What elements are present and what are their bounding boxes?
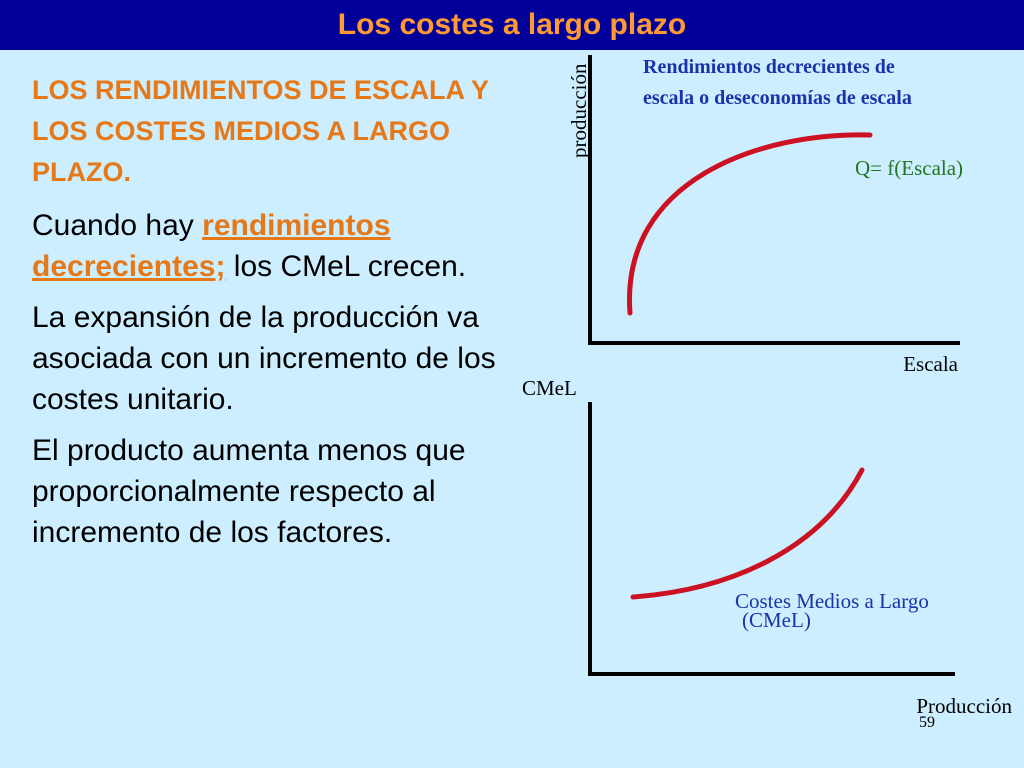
- slide-number: 59: [919, 714, 935, 731]
- paragraph-1-start: Cuando hay: [32, 209, 203, 242]
- top-y-axis-label: producción: [567, 63, 591, 158]
- bottom-x-axis-label: Producción: [916, 694, 1012, 718]
- top-title-line1: Rendimientos decrecientes de: [643, 56, 895, 78]
- top-diagram: producción Escala Rendimientos decrecien…: [567, 55, 963, 376]
- paragraph-2: La expansión de la producción va asociad…: [32, 301, 496, 416]
- paragraph-3: El producto aumenta menos que proporcion…: [32, 434, 466, 549]
- top-title-line2: escala o deseconomías de escala: [643, 87, 912, 109]
- top-curve-label: Q= f(Escala): [855, 156, 963, 180]
- paragraph-1: Cuando hay rendimientos decrecientes; lo…: [32, 205, 502, 287]
- slide-title: Los costes a largo plazo: [337, 8, 687, 41]
- section-heading: LOS RENDIMIENTOS DE ESCALA Y LOS COSTES …: [32, 75, 489, 187]
- bottom-diagram: CMeL Producción Costes Medios a Largo (C…: [522, 376, 1012, 718]
- bottom-curve-label-line1: Costes Medios a Largo: [735, 589, 929, 613]
- highlight-rendimientos: rendimientos decrecientes;: [32, 209, 391, 283]
- bottom-y-axis-label: CMeL: [522, 376, 577, 400]
- cmel-curve: [630, 467, 865, 600]
- bottom-curve-label-line2: (CMeL): [742, 608, 811, 632]
- header-bar: Los costes a largo plazo: [0, 0, 1024, 50]
- top-x-axis-label: Escala: [903, 352, 958, 376]
- paragraph-1-end: los CMeL crecen.: [225, 250, 467, 283]
- text-column: LOS RENDIMIENTOS DE ESCALA Y LOS COSTES …: [32, 70, 502, 563]
- production-curve: [627, 132, 873, 316]
